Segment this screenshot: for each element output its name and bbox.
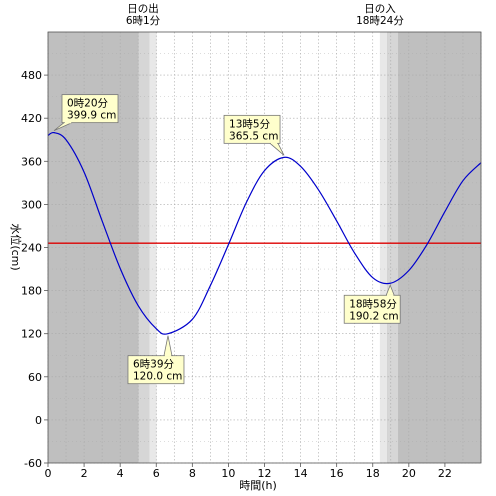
x-tick-label: 14 [294,467,308,480]
callout-box [343,294,401,324]
callout-time: 0時20分 [67,98,109,110]
callout-value: 190.2 cm [349,310,398,322]
callout-box [61,94,119,124]
x-tick-label: 12 [258,467,272,480]
tick-labels: 0 2 4 6 8 10 12 14 16 18 20 22-60060120180240300360… [21,69,452,480]
y-tick-label: 60 [28,371,42,384]
y-tick-label: 240 [21,242,42,255]
morning-twilight-light [149,32,157,463]
sunrise-label: 日の出 [127,2,159,15]
sunrise-time: 6時1分 [126,15,161,27]
y-tick-label: 0 [35,414,42,427]
x-tick-label: 8 [189,467,196,480]
evening-twilight-light [379,32,388,463]
x-tick-label: 6 [153,467,160,480]
callout-box [127,355,185,385]
x-axis-label: 時間(h) [239,479,277,492]
y-tick-label: -60 [24,457,42,470]
x-tick-label: 18 [366,467,380,480]
y-tick-label: 480 [21,69,42,82]
water-level-line [47,131,482,335]
evening-twilight-dark [387,32,399,463]
x-tick-label: 16 [330,467,344,480]
gridlines [47,32,482,464]
sunset-time: 18時24分 [356,15,404,27]
y-tick-label: 180 [21,285,42,298]
series-layer [47,131,482,335]
plot-frame [44,31,482,467]
x-tick-label: 10 [221,467,235,480]
x-tick-label: 2 [81,467,88,480]
callout-value: 120.0 cm [133,371,182,383]
sunset-label: 日の入 [364,3,396,15]
x-tick-label: 20 [402,467,416,480]
callout-time: 13時5分 [229,118,271,130]
y-tick-label: 420 [21,112,42,125]
y-tick-label: 300 [21,198,42,211]
y-axis-label: 水位(cm) [9,223,23,270]
callout-box [223,114,281,144]
y-tick-label: 120 [21,328,42,341]
x-tick-label: 22 [438,467,452,480]
callout-time: 18時58分 [349,298,397,310]
callout-value: 399.9 cm [67,110,116,122]
x-tick-label: 0 [45,467,52,480]
callout-value: 365.5 cm [229,130,278,142]
x-tick-label: 4 [117,467,124,480]
y-tick-label: 360 [21,155,42,168]
callout-time: 6時39分 [133,359,175,371]
